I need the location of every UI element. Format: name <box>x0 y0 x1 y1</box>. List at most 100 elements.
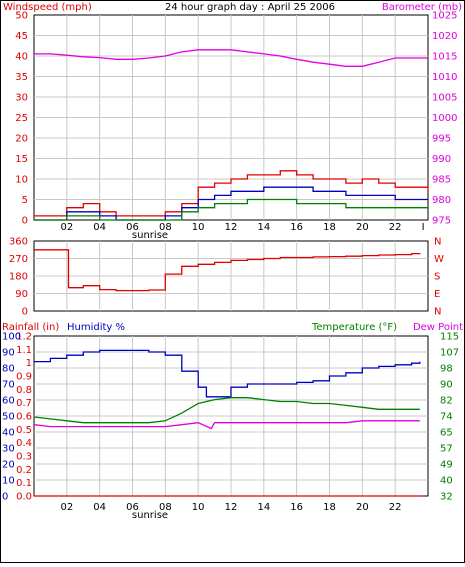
x-tick-label: 22 <box>389 502 402 513</box>
sunrise-label-bottom: sunrise <box>132 510 168 521</box>
chart-title: 24 hour graph day : April 25 2006 <box>165 2 335 13</box>
temperature-tick-label: 74 <box>440 412 453 423</box>
rainfall-tick-label: 0.8 <box>16 385 32 396</box>
barometer-tick-label: 1000 <box>432 113 457 124</box>
rainfall-ticks: 1.2 1.1 1 0.9 0.8 0.7 0.6 0.5 0.4 0.3 0.2 0.1 0.0 <box>16 332 32 503</box>
temperature-tick-label: 49 <box>440 460 453 471</box>
x-tick-label: 22 <box>389 222 402 233</box>
x-tick-label: 18 <box>323 222 336 233</box>
sunrise-label-top: sunrise <box>132 230 168 241</box>
panel-wind-x-ticks: 02 04 06 08 10 12 14 16 18 20 22 I <box>60 222 424 233</box>
humidity-line <box>34 349 421 398</box>
barometer-tick-label: 1015 <box>432 52 457 63</box>
panel-direction-series <box>34 249 421 292</box>
x-tick-label: 04 <box>93 222 106 233</box>
temperature-axis-label: Temperature (°F) <box>311 322 397 333</box>
temperature-tick-label: 90 <box>440 380 453 391</box>
rainfall-tick-label: 0.4 <box>16 438 32 449</box>
barometer-tick-label: 975 <box>432 216 451 227</box>
x-tick-label: 12 <box>225 502 238 513</box>
windspeed-axis-label: Windspeed (mph) <box>3 2 92 13</box>
x-tick-label: 02 <box>60 502 73 513</box>
barometer-line <box>34 49 428 67</box>
panel-humidity-series <box>33 349 421 497</box>
barometer-tick-label: 1020 <box>432 31 457 42</box>
rainfall-tick-label: 0.1 <box>16 478 32 489</box>
temperature-tick-label: 98 <box>440 364 453 375</box>
windspeed-tick-label: 10 <box>15 175 28 186</box>
temperature-tick-label: 82 <box>440 396 453 407</box>
panel-wind-grid <box>34 15 428 220</box>
windspeed-line-green <box>34 198 428 221</box>
windspeed-tick-label: 25 <box>15 113 28 124</box>
windspeed-tick-label: 30 <box>15 93 28 104</box>
humidity-tick-label: 60 <box>2 396 15 407</box>
x-tick-label: 12 <box>225 222 238 233</box>
rainfall-tick-label: 1 <box>26 358 32 369</box>
temperature-tick-label: 57 <box>440 444 453 455</box>
barometer-tick-label: 980 <box>432 195 451 206</box>
rainfall-axis-label: Rainfall (in) <box>2 322 59 333</box>
x-tick-label: 16 <box>290 222 303 233</box>
rainfall-tick-label: 0.9 <box>16 372 32 383</box>
humidity-tick-label: 80 <box>2 364 15 375</box>
panel-wind-series <box>34 49 429 221</box>
x-tick-label: 08 <box>159 222 172 233</box>
barometer-tick-label: 1025 <box>432 11 457 22</box>
x-tick-label: 04 <box>93 502 106 513</box>
humidity-tick-label: 0 <box>2 492 8 503</box>
temperature-tick-label: 32 <box>440 492 453 503</box>
windspeed-tick-label: 15 <box>15 154 28 165</box>
x-tick-label: 20 <box>356 222 369 233</box>
temperature-tick-label: 65 <box>440 428 453 439</box>
wind-direction-line <box>34 249 421 292</box>
rainfall-tick-label: 0.7 <box>16 398 32 409</box>
x-tick-label: 06 <box>126 502 139 513</box>
temperature-line <box>33 397 420 424</box>
x-tick-label: 02 <box>60 222 73 233</box>
compass-label: W <box>434 254 444 265</box>
x-tick-label: 14 <box>257 502 270 513</box>
barometer-axis-label: Barometer (mb) <box>382 2 462 13</box>
compass-label: N <box>434 237 441 248</box>
windspeed-tick-label: 5 <box>22 195 28 206</box>
panel-direction-grid <box>34 241 428 311</box>
x-tick-label: 06 <box>126 222 139 233</box>
dewpoint-line <box>33 420 420 430</box>
rainfall-tick-label: 0.2 <box>16 465 32 476</box>
x-tick-label: 10 <box>192 222 205 233</box>
dewpoint-axis-label: Dew Point <box>413 322 463 333</box>
direction-degree-label: 0 <box>22 307 28 318</box>
temperature-tick-label: 40 <box>440 476 453 487</box>
windspeed-tick-label: 35 <box>15 72 28 83</box>
direction-degree-label: 360 <box>9 237 28 248</box>
humidity-tick-label: 20 <box>2 460 15 471</box>
humidity-tick-label: 30 <box>2 444 15 455</box>
direction-degree-label: 180 <box>9 272 28 283</box>
humidity-tick-label: 40 <box>2 428 15 439</box>
temperature-ticks: 115 107 98 90 82 74 65 57 49 40 32 <box>440 332 459 503</box>
rainfall-tick-label: 0.5 <box>16 425 32 436</box>
barometer-tick-label: 1005 <box>432 93 457 104</box>
compass-label: E <box>434 289 440 300</box>
x-tick-label: 18 <box>323 502 336 513</box>
x-tick-label: 10 <box>192 502 205 513</box>
rainfall-tick-label: 0.3 <box>16 452 32 463</box>
x-tick-label: 16 <box>290 502 303 513</box>
windspeed-tick-label: 50 <box>15 11 28 22</box>
barometer-tick-label: 1010 <box>432 72 457 83</box>
humidity-tick-label: 10 <box>2 476 15 487</box>
direction-degree-label: 270 <box>9 254 28 265</box>
barometer-ticks: 1025 1020 1015 1010 1005 1000 995 990 985 980 975 <box>432 11 457 227</box>
windspeed-tick-label: 0 <box>22 216 28 227</box>
panel-humidity-x-ticks: 02 04 06 08 10 12 14 16 18 20 22 <box>60 502 401 513</box>
direction-degree-ticks: 360 270 180 90 0 <box>9 237 28 318</box>
humidity-axis-label: Humidity % <box>67 322 125 333</box>
windspeed-tick-label: 40 <box>15 52 28 63</box>
barometer-tick-label: 990 <box>432 154 451 165</box>
